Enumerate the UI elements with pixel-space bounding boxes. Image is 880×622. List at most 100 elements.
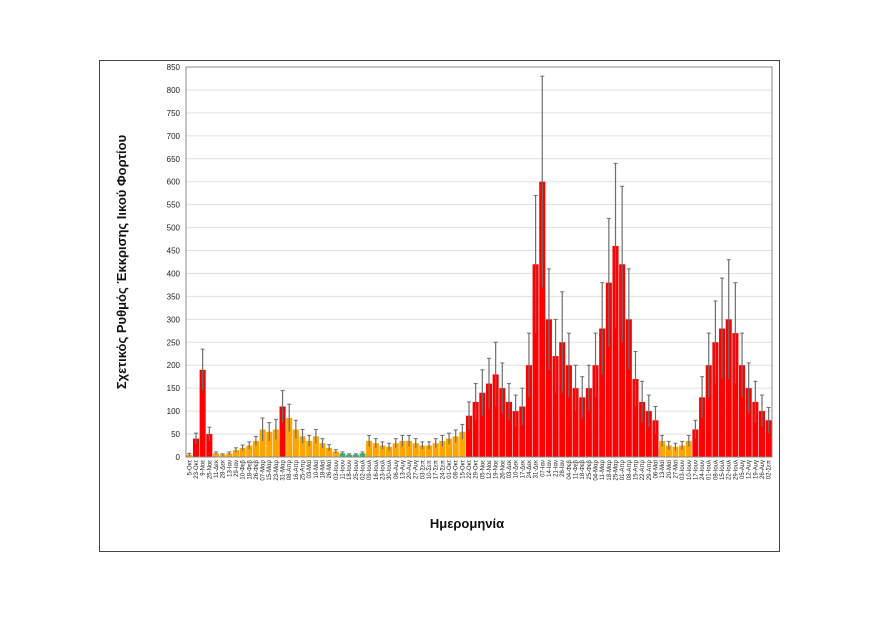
x-tick-label: 29-Απρ (647, 459, 653, 480)
y-tick-label: 300 (167, 315, 181, 324)
x-tick-label: 17-Σεπ (434, 460, 440, 479)
x-tick-label: 08-Απρ (287, 459, 293, 480)
x-tick-label: 10-Σεπ (427, 460, 433, 479)
bar (292, 429, 299, 457)
bar (419, 445, 426, 457)
bar (259, 429, 266, 457)
x-tick-label: 09-Ιουλ (367, 460, 373, 480)
x-tick-label: 24-Ιουν (700, 460, 706, 480)
x-tick-label: 24-Σεπ (440, 460, 446, 479)
x-tick-label: 07-Ιαν (540, 460, 546, 477)
bar (372, 443, 379, 457)
x-tick-label: 31-Δεκ (534, 459, 540, 478)
y-tick-label: 350 (167, 292, 181, 301)
y-tick-label: 600 (167, 178, 181, 187)
y-tick-label: 850 (167, 63, 181, 72)
y-tick-label: 250 (167, 338, 181, 347)
x-tick-label: 25-Ιουν (354, 460, 360, 480)
x-tick-label: 12-Αυγ (747, 460, 753, 479)
x-tick-label: 19-Νοε (494, 460, 500, 479)
x-tick-label: 17-Δεκ (520, 459, 526, 478)
x-tick-label: 9-Νοε (201, 460, 207, 476)
x-tick-label: 10-Φεβ (241, 459, 247, 479)
x-tick-label: 18-Μαρ (607, 459, 613, 480)
bar (446, 438, 453, 457)
x-tick-label: 26-Αυγ (760, 460, 766, 479)
bar (519, 406, 526, 457)
x-tick-label: 22-Απρ (640, 459, 646, 480)
bar (272, 429, 279, 457)
x-tick-label: 15-Οκτ (460, 459, 466, 478)
bar (719, 328, 726, 457)
x-tick-label: 11-Φεβ (574, 459, 580, 479)
x-tick-label: 17-Ιουν (693, 460, 699, 480)
x-tick-label: 11-Μαρ (600, 459, 606, 480)
x-tick-label: 03-Σεπ (420, 460, 426, 479)
x-tick-label: 26-Φεβ (254, 459, 260, 479)
bar (246, 445, 253, 457)
x-tick-label: 14-Ιαν (547, 460, 553, 477)
x-tick-label: 18-Φεβ (247, 459, 253, 479)
bar (619, 264, 626, 457)
bar (239, 447, 246, 457)
x-tick-label: 26-Μαϊ (327, 459, 333, 478)
bar (319, 443, 326, 457)
x-tick-label: 01-Οκτ (447, 459, 453, 478)
x-tick-label: 13-Αυγ (400, 460, 406, 479)
x-tick-label: 15-Ιουλ (720, 460, 726, 480)
chart-frame (99, 60, 780, 552)
bar (505, 401, 512, 457)
bar (699, 397, 706, 457)
x-tick-label: 07-Μαρ (261, 459, 267, 480)
y-tick-label: 800 (167, 86, 181, 95)
bar (399, 440, 406, 457)
x-tick-label: 18-Ιουν (347, 460, 353, 480)
bar (452, 436, 459, 457)
y-tick-label: 100 (167, 407, 181, 416)
bar (226, 453, 233, 457)
bar (386, 446, 393, 457)
bar (492, 374, 499, 457)
bar (479, 392, 486, 457)
x-tick-label: 03-Ιουν (680, 460, 686, 480)
x-tick-label: 25-Απρ (301, 459, 307, 480)
x-tick-label: 04-Φεβ (567, 459, 573, 479)
bar (312, 436, 319, 457)
bar (592, 365, 599, 457)
x-tick-label: 16-Απρ (294, 459, 300, 480)
bar (465, 415, 473, 457)
x-tick-label: 11-Δεκ (214, 459, 220, 478)
bar (639, 401, 646, 457)
bar (572, 388, 579, 457)
x-tick-label: 19-Αυγ (753, 460, 759, 479)
y-axis-label: Σχετικός Ρυθμός Έκκρισης Ιικού Φορτίου (114, 134, 129, 389)
x-tick-label: 08-Ιουλ (713, 460, 719, 480)
bar (459, 431, 466, 457)
x-tick-label: 23-Ιουλ (380, 460, 386, 480)
bar (599, 328, 606, 457)
bar (739, 365, 746, 457)
y-tick-label: 150 (167, 384, 181, 393)
x-tick-label: 12-Νοε (487, 460, 493, 479)
bar (286, 418, 293, 457)
x-tick-label: 03-Μαϊ (307, 459, 313, 478)
x-tick-label: 23-Μαρ (274, 459, 280, 480)
bar (306, 440, 313, 457)
x-tick-label: 24-Δεκ (527, 459, 533, 478)
bar (579, 397, 586, 457)
x-tick-label: 10-Δεκ (514, 459, 520, 478)
bar (266, 431, 273, 457)
bar (732, 333, 739, 457)
x-tick-label: 16-Ιουλ (374, 460, 380, 480)
bar (525, 365, 532, 457)
x-tick-label: 23-Οκτ (194, 459, 200, 478)
bar (346, 454, 353, 457)
y-tick-label: 0 (176, 453, 181, 462)
bar (339, 453, 346, 457)
y-tick-label: 200 (167, 361, 181, 370)
y-tick-label: 750 (167, 109, 181, 118)
x-tick-label: 26-Νοε (500, 460, 506, 479)
x-tick-label: 27-Μαϊ (673, 459, 679, 478)
y-tick-label: 550 (167, 201, 181, 210)
bar (326, 447, 333, 457)
